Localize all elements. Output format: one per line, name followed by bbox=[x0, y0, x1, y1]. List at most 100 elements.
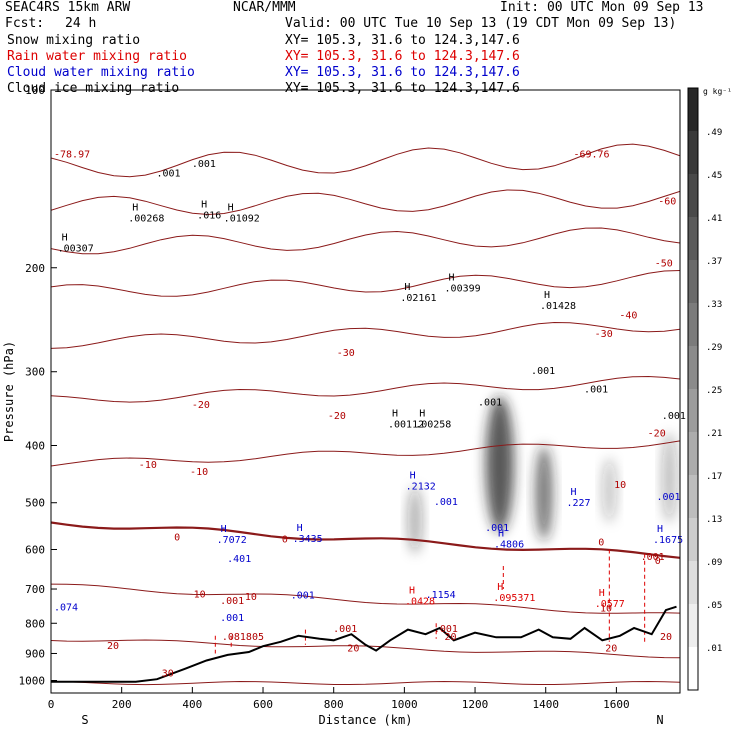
y-tick-label-600: 600 bbox=[25, 543, 45, 556]
max-label-value-5: .00399 bbox=[445, 283, 481, 294]
colorbar-segment-2 bbox=[688, 174, 698, 217]
colorbar-segment-5 bbox=[688, 303, 698, 346]
contour-label-19: 10 bbox=[245, 592, 257, 603]
max-label-value-13: .227 bbox=[566, 498, 590, 509]
contour-label-24: 20 bbox=[605, 644, 617, 655]
isotherm--50 bbox=[51, 227, 680, 255]
max-label-h-9: H bbox=[410, 471, 416, 482]
y-tick-label-200: 200 bbox=[25, 262, 45, 275]
contour-label-20: 10 bbox=[600, 603, 612, 614]
contour-label-35: .401 bbox=[227, 554, 251, 565]
y-tick-label-700: 700 bbox=[25, 583, 45, 596]
colorbar-level-10: .09 bbox=[706, 558, 722, 568]
contour-label-14: 10 bbox=[614, 480, 626, 491]
isotherm--60 bbox=[51, 189, 680, 216]
max-label-value-16: .095371 bbox=[493, 593, 535, 604]
contour-label-38: .001 bbox=[291, 590, 315, 601]
colorbar-segment-6 bbox=[688, 346, 698, 389]
colorbar-level-0: .49 bbox=[706, 128, 722, 138]
max-label-value-11: .7072 bbox=[217, 535, 247, 546]
max-label-h-11: H bbox=[221, 524, 227, 535]
x-tick-label-0: 0 bbox=[48, 698, 55, 711]
y-tick-label-top: 100 bbox=[25, 84, 45, 97]
max-label-value-4: .02161 bbox=[400, 293, 436, 304]
contour-label-4: -60 bbox=[658, 197, 676, 208]
contour-label-26: 0 bbox=[655, 556, 661, 567]
isotherm-0 bbox=[51, 521, 680, 559]
x-tick-label-1600: 1600 bbox=[603, 698, 630, 711]
max-label-value-0: .00307 bbox=[58, 244, 94, 255]
max-label-h-10: H bbox=[498, 528, 504, 539]
max-label-h-8: H bbox=[419, 408, 425, 419]
max-label-h-16: H bbox=[497, 582, 503, 593]
x-tick-label-1000: 1000 bbox=[391, 698, 418, 711]
colorbar-level-1: .45 bbox=[706, 171, 722, 181]
max-label-value-2: .016 bbox=[197, 210, 221, 221]
isotherm--10 bbox=[51, 440, 680, 467]
x-tick-label-800: 800 bbox=[324, 698, 344, 711]
contour-label-36: .001 bbox=[220, 613, 244, 624]
contour-label-41: .001 bbox=[641, 552, 665, 563]
colorbar-level-6: .25 bbox=[706, 386, 722, 396]
contour-label-13: -10 bbox=[190, 467, 208, 478]
contour-label-42: .074 bbox=[54, 603, 78, 614]
max-label-value-9: .2132 bbox=[406, 482, 436, 493]
contour-label-15: 0 bbox=[174, 532, 180, 543]
max-label-h-4: H bbox=[404, 282, 410, 293]
contour-label-6: -40 bbox=[619, 311, 637, 322]
contour-label-7: -30 bbox=[595, 329, 613, 340]
contour-label-30: .001 bbox=[584, 384, 608, 395]
contour-label-28: .001 bbox=[478, 398, 502, 409]
x-axis-label: Distance (km) bbox=[319, 713, 413, 727]
field-xy-rain: XY= 105.3, 31.6 to 124.3,147.6 bbox=[285, 49, 520, 64]
contour-label-43: .081805 bbox=[222, 632, 264, 643]
model-title: SEAC4RS 15km ARW bbox=[5, 0, 131, 15]
colorbar-level-2: .41 bbox=[706, 214, 722, 224]
contour-label-10: -20 bbox=[328, 411, 346, 422]
x-tick-label-400: 400 bbox=[182, 698, 202, 711]
contour-label-21: 20 bbox=[107, 641, 119, 652]
max-label-value-15: .0428 bbox=[405, 596, 435, 607]
max-label-h-3: H bbox=[228, 203, 234, 214]
plot-frame bbox=[50, 89, 681, 694]
x-tick-label-600: 600 bbox=[253, 698, 273, 711]
isotherm--40 bbox=[51, 270, 680, 297]
isotherm--20 bbox=[51, 375, 680, 403]
max-label-h-13: H bbox=[570, 487, 576, 498]
colorbar-segment-7 bbox=[688, 389, 698, 432]
colorbar-level-3: .37 bbox=[706, 257, 722, 267]
isotherm-20 bbox=[51, 639, 680, 659]
colorbar-level-12: .01 bbox=[706, 644, 722, 654]
contour-label-9: -20 bbox=[192, 400, 210, 411]
max-label-h-17: H bbox=[599, 588, 605, 599]
init-time: Init: 00 UTC Mon 09 Sep 13 bbox=[500, 0, 704, 15]
max-label-h-6: H bbox=[544, 290, 550, 301]
colorbar-level-8: .17 bbox=[706, 472, 722, 482]
max-label-h-14: H bbox=[657, 524, 663, 535]
field-xy-cloud-ice: XY= 105.3, 31.6 to 124.3,147.6 bbox=[285, 81, 520, 96]
max-label-value-1: .00268 bbox=[128, 214, 164, 225]
max-label-value-12: .3435 bbox=[293, 534, 323, 545]
max-label-value-7: .00112 bbox=[388, 419, 424, 430]
colorbar-frame bbox=[687, 87, 699, 691]
colorbar-level-5: .29 bbox=[706, 343, 722, 353]
isotherm-10 bbox=[51, 583, 680, 614]
direction-end: N bbox=[656, 713, 663, 727]
field-xy-cloud-water: XY= 105.3, 31.6 to 124.3,147.6 bbox=[285, 65, 520, 80]
contour-label-40: .001 bbox=[434, 624, 458, 635]
field-name-cloud-ice: Cloud ice mixing ratio bbox=[7, 81, 180, 96]
contour-label-32: .001 bbox=[434, 497, 458, 508]
contour-label-12: -10 bbox=[139, 460, 157, 471]
direction-start: S bbox=[81, 713, 88, 727]
contour-label-18: 10 bbox=[194, 589, 206, 600]
max-label-value-8: .00258 bbox=[415, 419, 451, 430]
max-label-value-17: .0577 bbox=[595, 599, 625, 610]
snow-shade-4 bbox=[662, 432, 677, 523]
fcst-label: Fcst: bbox=[5, 16, 45, 31]
max-label-h-0: H bbox=[62, 233, 68, 244]
org-label: NCAR/MMM bbox=[233, 0, 296, 15]
y-tick-label-300: 300 bbox=[25, 366, 45, 379]
contour-label-34: .001 bbox=[656, 492, 680, 503]
max-label-value-14: .1675 bbox=[653, 535, 683, 546]
colorbar-segment-0 bbox=[688, 88, 698, 131]
